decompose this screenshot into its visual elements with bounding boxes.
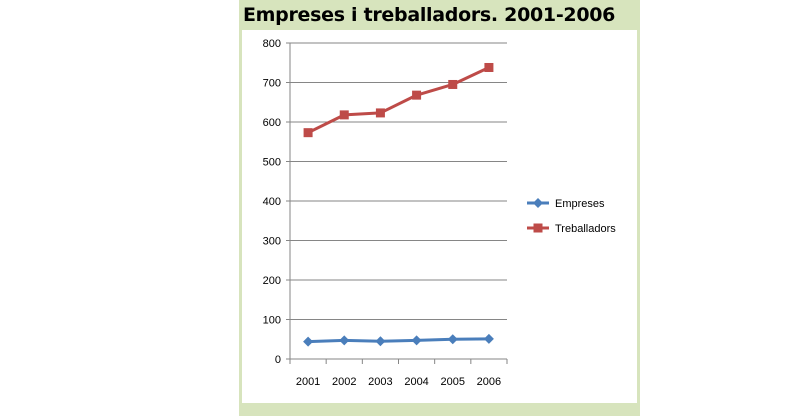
data-point-empreses — [375, 336, 386, 347]
y-tick-label: 800 — [263, 38, 281, 50]
chart-title: Empreses i treballadors. 2001-2006 — [243, 4, 616, 26]
legend-label-empreses: Empreses — [555, 198, 605, 210]
data-point-empreses — [339, 335, 350, 346]
series-line-empreses — [308, 337, 489, 344]
y-tick-label: 700 — [263, 78, 281, 90]
x-tick-label: 2006 — [477, 376, 501, 388]
x-tick-label: 2003 — [368, 376, 392, 388]
data-point-treballadors — [484, 62, 494, 72]
legend-item-empreses: Empreses — [527, 198, 605, 210]
data-point-empreses — [411, 335, 422, 346]
y-tick-label: 0 — [275, 354, 281, 366]
data-point-treballadors — [303, 128, 313, 138]
data-point-treballadors — [412, 90, 422, 100]
legend-marker-treballadors — [533, 223, 543, 233]
data-point-empreses — [483, 333, 494, 344]
data-point-treballadors — [375, 108, 385, 118]
axes: 0 100 200 300 400 500 600 700 800 2001 2002 2003 200… — [263, 38, 508, 388]
series-group — [303, 62, 494, 347]
series-line-treballadors — [307, 66, 490, 135]
y-tick-label: 600 — [263, 117, 281, 129]
gridlines — [290, 42, 507, 320]
x-tick-label: 2004 — [404, 376, 428, 388]
y-tick-label: 300 — [263, 236, 281, 248]
data-point-empreses — [303, 336, 314, 347]
x-tick-label: 2005 — [441, 376, 465, 388]
data-point-treballadors — [339, 110, 349, 120]
legend: Empreses Treballadors — [527, 198, 616, 235]
x-tick-label: 2002 — [332, 376, 356, 388]
legend-label-treballadors: Treballadors — [555, 223, 616, 235]
x-tick-label: 2001 — [296, 376, 320, 388]
y-tick-label: 100 — [263, 315, 281, 327]
data-point-treballadors — [448, 79, 458, 89]
data-point-empreses — [447, 334, 458, 345]
y-tick-label: 500 — [263, 157, 281, 169]
legend-marker-empreses — [533, 198, 543, 208]
legend-item-treballadors: Treballadors — [527, 223, 616, 235]
series-empreses — [303, 333, 494, 347]
y-tick-label: 400 — [263, 196, 281, 208]
y-tick-label: 200 — [263, 275, 281, 287]
series-treballadors — [303, 62, 494, 138]
